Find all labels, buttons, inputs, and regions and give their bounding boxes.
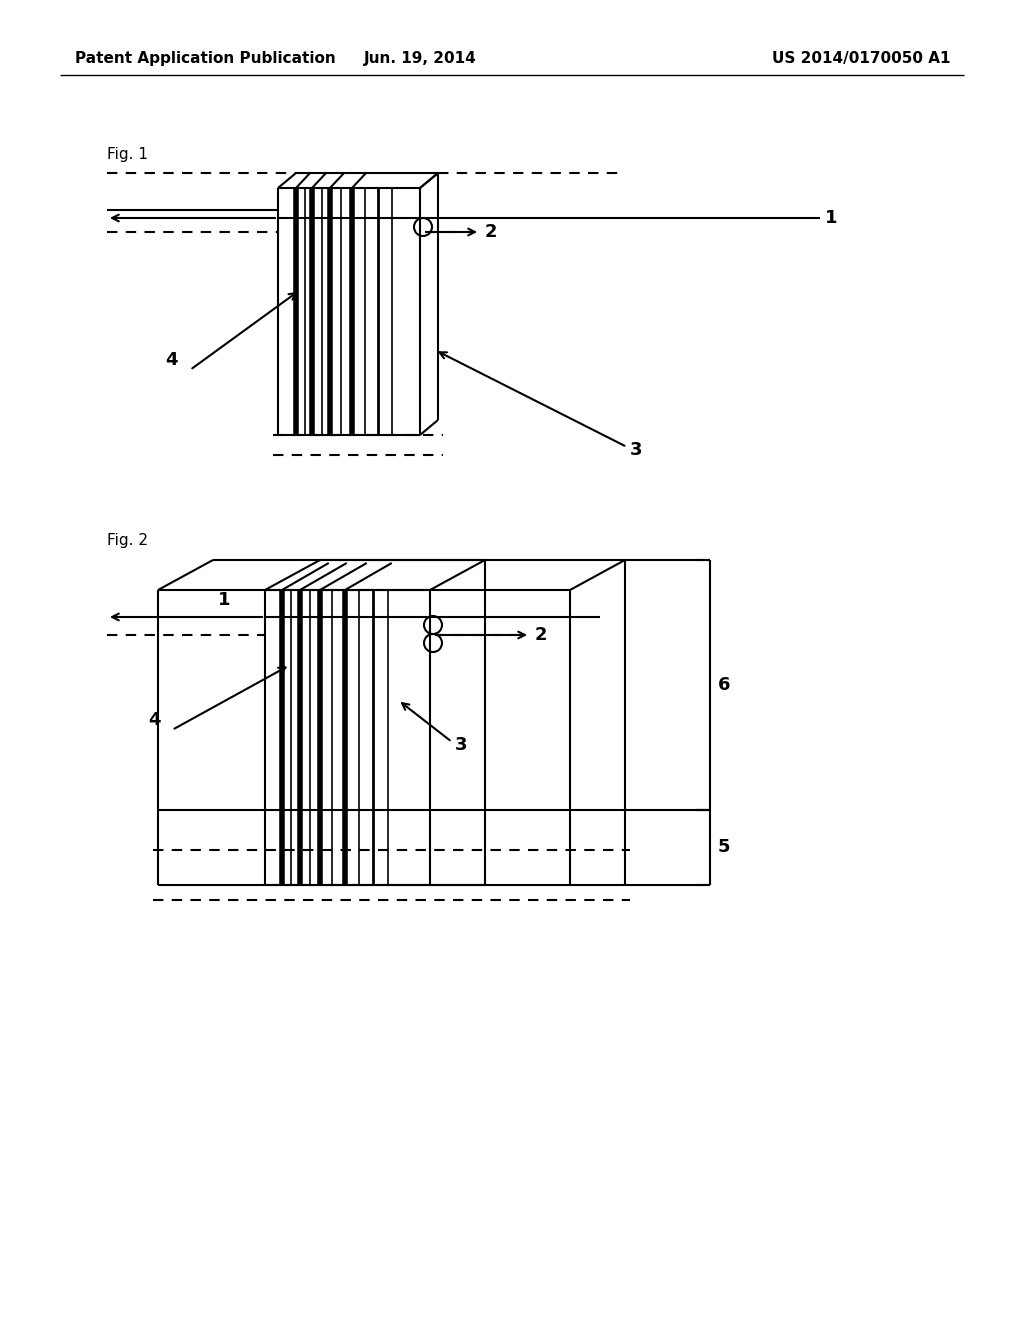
Text: 4: 4 bbox=[148, 711, 161, 729]
Text: 6: 6 bbox=[718, 676, 730, 694]
Text: 5: 5 bbox=[718, 838, 730, 857]
Text: 4: 4 bbox=[165, 351, 177, 370]
Text: 2: 2 bbox=[535, 626, 548, 644]
Text: Jun. 19, 2014: Jun. 19, 2014 bbox=[364, 50, 476, 66]
Text: US 2014/0170050 A1: US 2014/0170050 A1 bbox=[771, 50, 950, 66]
Text: Fig. 2: Fig. 2 bbox=[106, 532, 148, 548]
Text: Patent Application Publication: Patent Application Publication bbox=[75, 50, 336, 66]
Text: 2: 2 bbox=[485, 223, 498, 242]
Text: 1: 1 bbox=[218, 591, 230, 609]
Text: 1: 1 bbox=[825, 209, 838, 227]
Text: 3: 3 bbox=[455, 737, 468, 754]
Text: 3: 3 bbox=[630, 441, 642, 459]
Text: Fig. 1: Fig. 1 bbox=[106, 148, 148, 162]
